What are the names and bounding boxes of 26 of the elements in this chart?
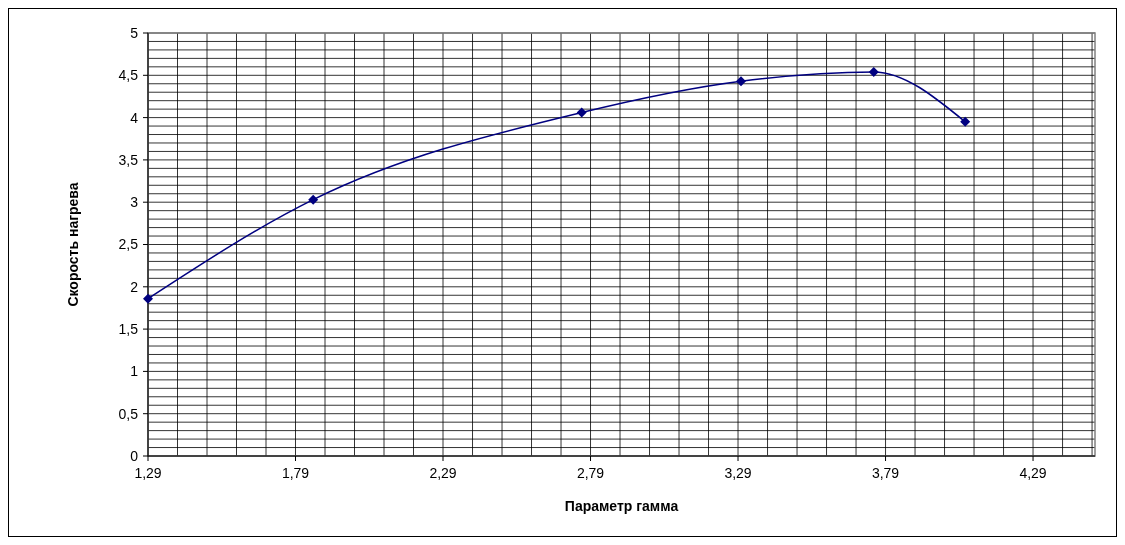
y-tick-label: 1 [130, 363, 139, 380]
y-tick-label: 1,5 [118, 321, 139, 337]
x-axis-title: Параметр гамма [564, 498, 679, 514]
point [576, 107, 587, 118]
x-tick-label: 3,29 [724, 465, 752, 481]
y-tick-label: 0,5 [118, 405, 139, 422]
x-tick-label: 2,29 [429, 465, 457, 481]
y-axis-title: Скорость нагрева [65, 182, 81, 307]
x-tick-label: 2,79 [576, 465, 605, 481]
point [868, 66, 879, 77]
y-tick-label: 0 [130, 447, 139, 464]
x-tick-label: 1,29 [134, 465, 162, 481]
y-tick-label: 4 [130, 109, 139, 126]
y-tick-label: 2 [130, 278, 139, 295]
y-tick-label: 3,5 [118, 151, 139, 168]
point [735, 76, 746, 87]
y-tick-label: 5 [130, 24, 139, 41]
y-tick-label: 4,5 [118, 67, 139, 84]
y-tick-label: 2,5 [118, 236, 139, 253]
point [308, 194, 319, 205]
x-tick-label: 1,79 [281, 465, 310, 481]
point [143, 293, 153, 304]
x-tick-label: 3,79 [871, 465, 900, 481]
y-tick-label: 3 [130, 194, 139, 211]
point [960, 116, 971, 127]
x-tick-label: 4,29 [1019, 465, 1047, 481]
